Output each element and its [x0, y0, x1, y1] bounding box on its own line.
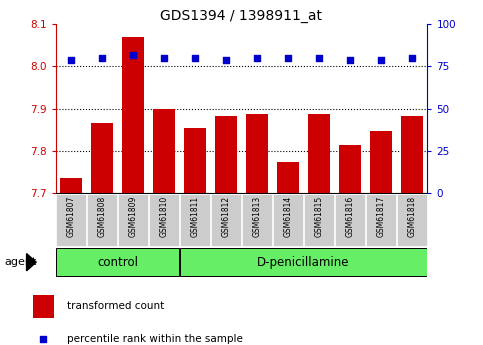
Text: GSM61810: GSM61810 [159, 196, 169, 237]
Point [129, 52, 137, 57]
Point [253, 55, 261, 61]
Bar [211, 194, 241, 246]
Bar [397, 194, 426, 246]
Text: transformed count: transformed count [67, 301, 164, 311]
Text: GSM61809: GSM61809 [128, 196, 138, 237]
Bar [273, 194, 303, 246]
Text: GDS1394 / 1398911_at: GDS1394 / 1398911_at [160, 9, 323, 23]
Point [346, 57, 354, 62]
Point [67, 57, 75, 62]
Point [222, 57, 230, 62]
Bar [118, 194, 148, 246]
Bar [122, 37, 144, 193]
Point [160, 55, 168, 61]
Bar [370, 131, 392, 193]
Bar [153, 109, 175, 193]
Point [315, 55, 323, 61]
Text: GSM61814: GSM61814 [284, 196, 293, 237]
Text: GSM61807: GSM61807 [67, 196, 75, 237]
Bar [60, 178, 82, 193]
Text: GSM61817: GSM61817 [376, 196, 385, 237]
Text: GSM61811: GSM61811 [190, 196, 199, 237]
Text: GSM61818: GSM61818 [408, 196, 416, 237]
Bar [87, 194, 117, 246]
Bar [339, 145, 361, 193]
Bar [366, 194, 396, 246]
Point [40, 336, 47, 342]
Point [98, 55, 106, 61]
Bar [246, 114, 268, 193]
Bar [33, 295, 54, 317]
Point [284, 55, 292, 61]
Text: GSM61816: GSM61816 [345, 196, 355, 237]
Text: D-penicillamine: D-penicillamine [257, 256, 350, 269]
Bar [277, 161, 299, 193]
Bar [56, 248, 179, 276]
Bar [180, 248, 427, 276]
Bar [304, 194, 334, 246]
Text: GSM61815: GSM61815 [314, 196, 324, 237]
Text: GSM61812: GSM61812 [222, 196, 230, 237]
Bar [180, 194, 210, 246]
Bar [57, 194, 86, 246]
Bar [308, 114, 330, 193]
Point [377, 57, 385, 62]
Point [408, 55, 416, 61]
Text: percentile rank within the sample: percentile rank within the sample [67, 334, 242, 344]
Bar [215, 116, 237, 193]
Bar [335, 194, 365, 246]
Text: GSM61813: GSM61813 [253, 196, 261, 237]
Bar [242, 194, 272, 246]
Text: agent: agent [5, 257, 37, 267]
Point [191, 55, 199, 61]
Text: GSM61808: GSM61808 [98, 196, 107, 237]
Bar [184, 128, 206, 193]
Bar [149, 194, 179, 246]
Bar [91, 124, 113, 193]
Bar [401, 116, 423, 193]
Text: control: control [97, 256, 138, 269]
